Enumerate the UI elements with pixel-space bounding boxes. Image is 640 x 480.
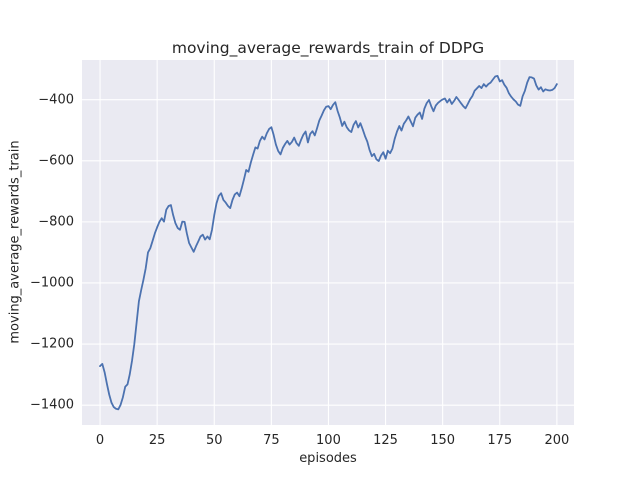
x-tick-label: 75 [263,433,280,448]
x-tick-label: 200 [544,433,570,448]
x-tick-label: 175 [487,433,513,448]
y-tick-label: −600 [38,153,74,169]
x-tick-label: 25 [148,433,166,448]
reward-curve [99,75,558,411]
y-tick-label: −1000 [30,275,74,291]
x-tick-label: 125 [373,433,398,448]
x-tick-label: 50 [205,433,223,448]
grid-lines [82,60,574,425]
y-tick-label: −1200 [30,336,74,352]
y-tick-label: −400 [38,92,74,108]
x-tick-label: 100 [316,433,341,448]
y-tick-label: −800 [38,214,74,230]
y-tick-label: −1400 [30,397,74,413]
y-axis-label: moving_average_rewards_train [7,140,23,344]
chart-title: moving_average_rewards_train of DDPG [171,39,485,57]
x-tick-label: 0 [95,433,105,448]
x-axis-label: episodes [299,451,357,466]
x-tick-label: 150 [430,433,456,448]
